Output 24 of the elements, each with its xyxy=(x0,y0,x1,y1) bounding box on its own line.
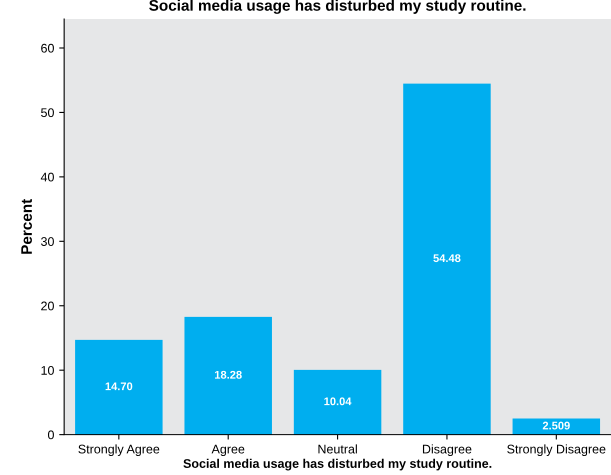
x-tick-label: Agree xyxy=(212,444,244,456)
y-axis-title: Percent xyxy=(21,198,32,254)
data-label: 10.04 xyxy=(324,397,352,406)
chart-title: Social media usage has disturbed my study routine. xyxy=(149,0,526,14)
x-tick-label: Strongly Disagree xyxy=(507,444,606,456)
bar xyxy=(75,340,163,435)
data-label: 18.28 xyxy=(215,370,242,379)
x-tick-label: Neutral xyxy=(318,444,357,454)
x-tick-label: Disagree xyxy=(422,444,472,456)
bar xyxy=(184,316,272,435)
bar xyxy=(294,370,382,435)
y-tick-label: 20 xyxy=(41,302,54,310)
y-tick-label: 30 xyxy=(41,237,54,246)
y-tick-label: 60 xyxy=(41,44,54,53)
y-tick-label: 50 xyxy=(41,108,54,118)
y-tick-label: 10 xyxy=(41,366,54,375)
y-tick-label: 0 xyxy=(48,430,54,440)
x-tick-label: Strongly Agree xyxy=(78,444,160,456)
bar xyxy=(403,84,491,435)
x-axis-title: Social media usage has disturbed my study routine. xyxy=(183,458,492,470)
data-label: 2.509 xyxy=(542,422,570,430)
data-label: 54.48 xyxy=(433,254,461,262)
data-label: 14.70 xyxy=(106,382,132,390)
y-tick-label: 40 xyxy=(40,172,54,182)
